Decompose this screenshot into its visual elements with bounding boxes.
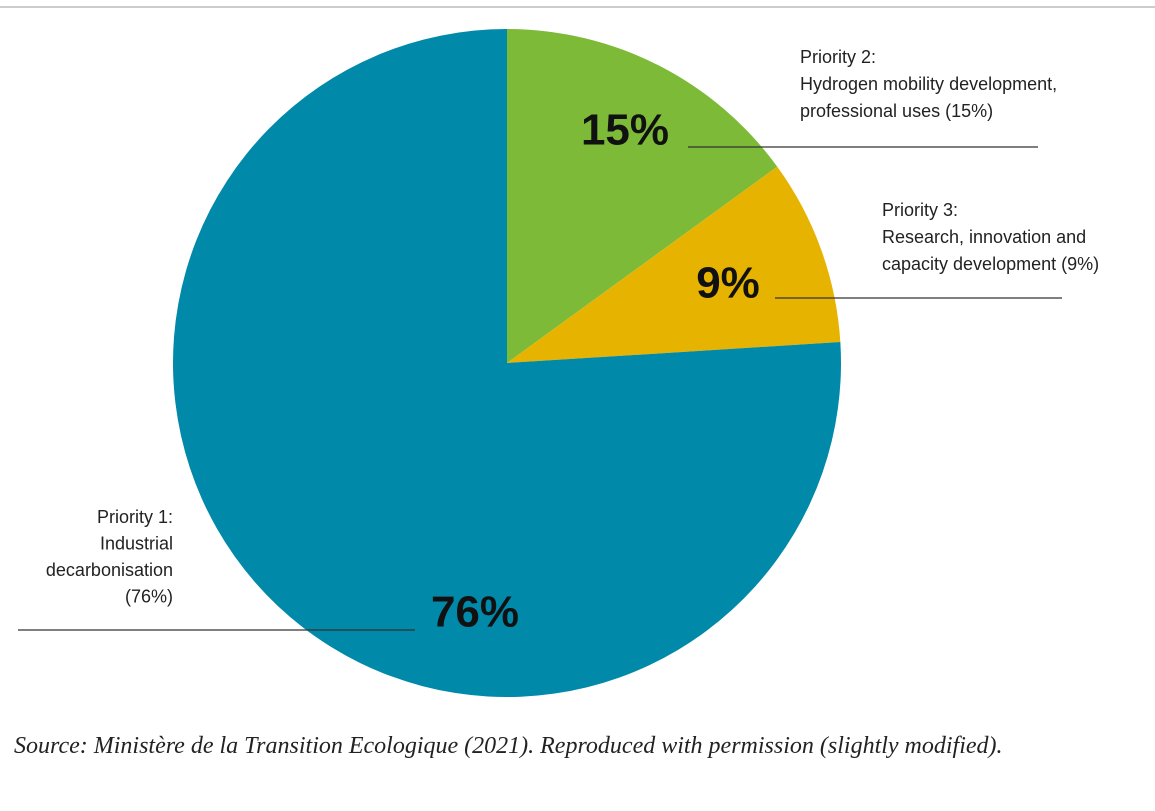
category-label: decarbonisation (46, 560, 173, 580)
category-label: Hydrogen mobility development, (800, 74, 1057, 94)
value-label: 76% (431, 588, 519, 637)
category-label: (76%) (125, 586, 173, 606)
category-label: Priority 2: (800, 47, 876, 67)
value-label: 15% (581, 106, 669, 155)
category-label: professional uses (15%) (800, 101, 993, 121)
source-note: Source: Ministère de la Transition Ecolo… (14, 733, 1003, 759)
category-label: Research, innovation and (882, 227, 1086, 247)
pie-slice (173, 29, 842, 697)
pie-slice (507, 166, 841, 363)
chart: 15% Priority 2: Hydrogen mobility developm… (0, 6, 1155, 697)
category-label: Industrial (100, 533, 173, 553)
pie-slice (507, 29, 778, 363)
category-label: Priority 3: (882, 200, 958, 220)
value-label: 9% (696, 259, 760, 308)
category-label: Priority 1: (97, 507, 173, 527)
category-label: capacity development (9%) (882, 254, 1099, 274)
